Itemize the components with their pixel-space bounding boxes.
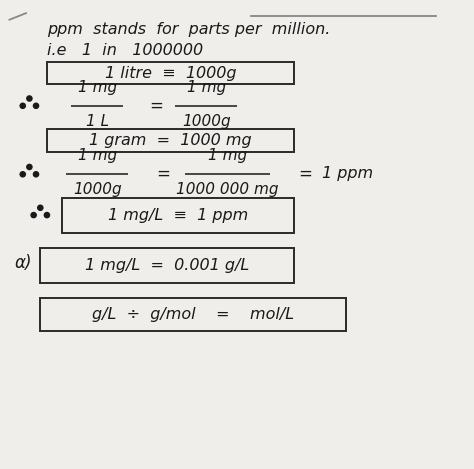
Text: 1000g: 1000g	[73, 182, 121, 197]
Text: g/L  ÷  g/mol    =    mol/L: g/L ÷ g/mol = mol/L	[92, 307, 294, 322]
Text: 1 gram  =  1000 mg: 1 gram = 1000 mg	[89, 133, 252, 148]
Text: 1 mg: 1 mg	[78, 80, 117, 95]
Text: 1000g: 1000g	[182, 114, 230, 129]
Text: =: =	[299, 165, 312, 182]
Text: =: =	[149, 97, 163, 114]
Circle shape	[20, 103, 25, 108]
Text: 1 mg/L  =  0.001 g/L: 1 mg/L = 0.001 g/L	[85, 258, 249, 273]
Circle shape	[27, 96, 32, 101]
Text: 1 mg: 1 mg	[208, 148, 247, 163]
Circle shape	[45, 212, 49, 218]
Circle shape	[38, 205, 43, 210]
Circle shape	[27, 165, 32, 170]
Text: =: =	[156, 165, 170, 182]
Text: 1 ppm: 1 ppm	[322, 166, 374, 181]
Text: ppm  stands  for  parts per  million.: ppm stands for parts per million.	[47, 22, 331, 37]
Circle shape	[20, 172, 25, 177]
Text: i.e   1  in   1000000: i.e 1 in 1000000	[47, 43, 203, 58]
Text: 1 mg: 1 mg	[187, 80, 226, 95]
Text: 1 L: 1 L	[86, 114, 109, 129]
Circle shape	[33, 172, 38, 177]
Text: 1 mg: 1 mg	[78, 148, 117, 163]
Circle shape	[31, 212, 36, 218]
Text: 1000 000 mg: 1000 000 mg	[176, 182, 279, 197]
Text: 1 litre  ≡  1000g: 1 litre ≡ 1000g	[105, 66, 237, 81]
Circle shape	[33, 103, 38, 108]
Text: α): α)	[14, 254, 32, 272]
Text: 1 mg/L  ≡  1 ppm: 1 mg/L ≡ 1 ppm	[108, 208, 248, 223]
